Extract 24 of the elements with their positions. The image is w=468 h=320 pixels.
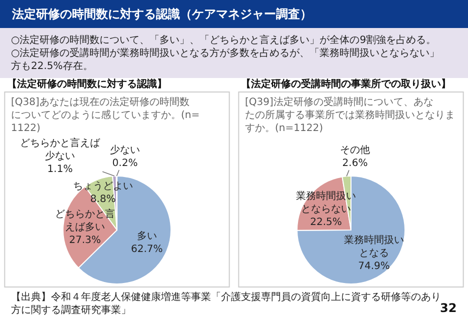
data-label: 2.6%	[342, 158, 368, 169]
text: 32	[440, 301, 457, 315]
data-label: 74.9%	[358, 261, 390, 272]
chart-title: 【法定研修の受講時間の事業所での取り扱い】	[241, 78, 451, 90]
text: [Q38]あなたは現在の法定研修の時間数についてどのように感じていますか。(n=1122)	[11, 96, 200, 134]
data-label: 1.1%	[47, 164, 73, 175]
slice-label: どちらかと言えば多い	[55, 208, 115, 233]
slice-label: 多い	[136, 230, 157, 242]
data-label: 22.5%	[310, 217, 342, 228]
text: [Q39]法定研修の受講時間について、あなたの所属する事業所では業務時間扱いとなりますか。(n=1122)	[245, 96, 455, 134]
data-label: 0.2%	[112, 158, 138, 169]
data-label: 62.7%	[131, 244, 163, 255]
pie-slice	[296, 176, 406, 284]
text: 法定研修の時間数に対する認識（ケアマネジャー調査）	[11, 7, 312, 21]
text: ○法定研修の受講時間が業務時間扱いとなる方が多数を占めるが、「業務時間扱いとならない」方も22.5%存在。	[11, 47, 440, 72]
slice-label: ちょうどよい	[73, 181, 133, 192]
chart-title: 【法定研修の時間数に対する認識】	[7, 78, 167, 90]
text: ○法定研修の時間数について、「多い」、「どちらかと言えば多い」が全体の9割強を占める。	[11, 34, 436, 46]
text: 【出典】令和４年度老人保健健康増進等事業「介護支援専門員の資質向上に資する研修等のあり方に関する調査研究事業」	[11, 291, 441, 316]
slice-label: その他	[340, 144, 370, 156]
slice-label: どちらかと言えば少ない	[20, 137, 101, 162]
data-label: 27.3%	[69, 235, 101, 246]
slice-label: 少ない	[110, 144, 140, 156]
slice-label: 業務時間扱いとなる	[344, 234, 404, 259]
